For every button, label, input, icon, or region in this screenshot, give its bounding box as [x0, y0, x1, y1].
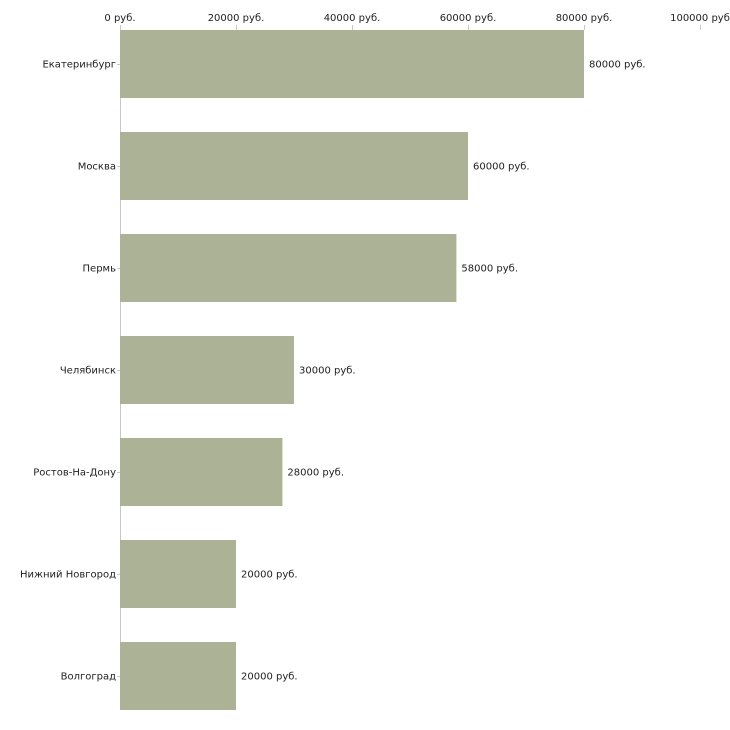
category-label: Нижний Новгород	[20, 570, 116, 581]
category-label: Екатеринбург	[42, 60, 116, 71]
value-label: 60000 руб.	[473, 162, 530, 173]
category-label: Пермь	[83, 264, 117, 275]
value-label: 80000 руб.	[589, 60, 646, 71]
value-label: 28000 руб.	[287, 468, 344, 479]
bar	[120, 30, 584, 98]
bar	[120, 336, 294, 404]
bars	[120, 30, 584, 710]
category-label: Челябинск	[60, 366, 116, 377]
bar	[120, 438, 283, 506]
bar	[120, 234, 457, 302]
category-label: Волгоград	[61, 672, 116, 683]
bar	[120, 642, 236, 710]
x-tick-label: 0 руб.	[104, 13, 135, 24]
x-tick-label: 20000 руб.	[208, 13, 265, 24]
x-tick-label: 100000 руб	[670, 13, 730, 24]
bar	[120, 540, 236, 608]
category-label: Ростов-На-Дону	[33, 468, 116, 479]
value-label: 58000 руб.	[461, 264, 518, 275]
x-tick-label: 40000 руб.	[324, 13, 381, 24]
value-label: 20000 руб.	[241, 570, 298, 581]
bar	[120, 132, 468, 200]
x-tick-label: 60000 руб.	[440, 13, 497, 24]
labels: Екатеринбург 80000 руб. Москва 60000 руб. Пе…	[20, 60, 646, 683]
x-tick-label: 80000 руб.	[556, 13, 613, 24]
category-label: Москва	[78, 162, 116, 173]
value-label: 30000 руб.	[299, 366, 356, 377]
value-label: 20000 руб.	[241, 672, 298, 683]
